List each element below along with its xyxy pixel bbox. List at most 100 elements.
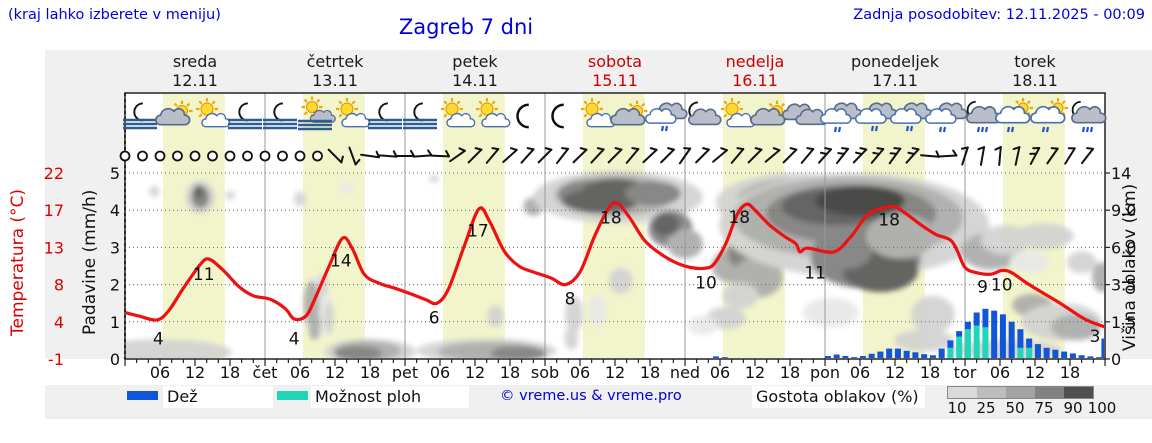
- wind-barb-staff: [467, 148, 483, 164]
- rain-drop: [980, 126, 985, 133]
- wind-barb-staff: [537, 148, 553, 164]
- wind-barb-staff: [360, 153, 380, 159]
- sun-ray: [736, 100, 741, 105]
- cloud-blob: [624, 181, 681, 206]
- cloud-shape: [1071, 105, 1107, 124]
- cloud-height-tick: 0: [1111, 350, 1121, 369]
- cloud-height-tick: 14: [1111, 164, 1131, 183]
- weather-icon-sun-cloud-rain: [995, 98, 1033, 133]
- wind-calm-icon: [137, 150, 148, 162]
- cloud-blob: [1009, 251, 1050, 274]
- cloud-blob: [910, 295, 955, 333]
- wind-barb-feather: [911, 147, 920, 151]
- cloud-height-tick-labels: 14 9.0 6.0 3.5 1.5 0: [1111, 164, 1136, 369]
- weather-icon-sun-cloud: [441, 98, 476, 128]
- sun-ray: [1026, 100, 1031, 105]
- weather-icon-moon-fog: [403, 102, 437, 130]
- cloud-blob: [429, 174, 440, 183]
- density-tick: 25: [976, 399, 996, 417]
- page-title: Zagreb 7 dni: [398, 15, 534, 39]
- sun-ray: [198, 100, 203, 105]
- wind-barb-staff: [642, 148, 658, 164]
- sun-ray: [1061, 100, 1066, 105]
- wind-barb-feather: [649, 147, 658, 151]
- wind-barb-icon: [678, 147, 692, 165]
- credit-link[interactable]: © vreme.us & vreme.pro: [500, 388, 682, 404]
- rain-bar: [947, 340, 954, 348]
- cloud-blob: [812, 232, 873, 270]
- density-tick: 90: [1063, 399, 1083, 417]
- shower-bar: [964, 329, 971, 358]
- cloud-blob: [894, 329, 955, 352]
- cloud-blob: [608, 267, 633, 294]
- wind-barb-staff: [747, 148, 763, 164]
- day-date: 13.11: [312, 71, 358, 90]
- sun-ray: [443, 100, 448, 105]
- wind-barb-icon: [430, 150, 450, 158]
- wind-barb-icon: [712, 147, 728, 163]
- wind-barb-icon: [642, 147, 658, 164]
- day-date: 15.11: [592, 71, 638, 90]
- day-name: petek: [452, 52, 498, 71]
- time-tick: 12: [1025, 363, 1045, 382]
- wind-barb-feather: [561, 147, 570, 150]
- wind-barb-icon: [1046, 147, 1059, 165]
- wind-barb-feather: [754, 147, 763, 151]
- cloud-blob: [1092, 262, 1104, 293]
- rain-drop: [976, 126, 981, 133]
- rain-bar: [1026, 338, 1033, 348]
- sun-ray: [583, 113, 588, 118]
- cloud-blob: [562, 188, 639, 214]
- temp-tick: 17: [44, 201, 64, 220]
- day-date: 17.11: [872, 71, 918, 90]
- precipitation-bars: [712, 308, 1104, 358]
- cloud-blob: [588, 293, 607, 328]
- time-tick: 06: [710, 363, 730, 382]
- rain-bar: [929, 355, 936, 358]
- wind-barb-icon: [817, 147, 833, 164]
- precip-tick-labels: 5 4 3 2 1 0: [110, 164, 120, 369]
- precip-tick: 2: [110, 276, 120, 295]
- density-tick: 50: [1005, 399, 1025, 417]
- time-tick: 18: [360, 363, 380, 382]
- wind-barb-feather: [736, 147, 745, 151]
- wind-barb-feather: [789, 147, 798, 151]
- wind-barb-icon: [572, 147, 588, 164]
- rain-drop: [660, 125, 665, 132]
- day-date: 12.11: [172, 71, 218, 90]
- sun-ray: [351, 100, 356, 105]
- cloud-blob: [294, 191, 306, 207]
- wind-calm-icon: [312, 150, 323, 162]
- wind-barb-feather: [526, 147, 535, 151]
- wind-barb-feather: [427, 149, 433, 157]
- cloud-shape: [446, 112, 476, 128]
- time-tick: 06: [290, 363, 310, 382]
- wind-barb-staff: [572, 148, 588, 164]
- rain-legend-label: Dež: [163, 386, 273, 408]
- day-date: 18.11: [1012, 71, 1058, 90]
- wind-barb-feather: [824, 147, 833, 151]
- sun-ray: [198, 113, 203, 118]
- rain-bar: [886, 348, 893, 358]
- sun-disc: [306, 101, 318, 113]
- weather-icon-sun-cloud: [721, 98, 756, 128]
- wind-barb-staff: [852, 148, 868, 164]
- cloud-height-tick: 3.5: [1111, 276, 1136, 295]
- cloud-blob: [324, 301, 335, 335]
- wind-barb-icon: [937, 149, 958, 158]
- rain-bar: [842, 356, 849, 358]
- wind-barb-icon: [395, 149, 415, 157]
- rain-bar: [982, 308, 989, 328]
- wind-calm-icon: [224, 150, 236, 162]
- wind-barb-feather: [952, 149, 958, 157]
- wind-barb-icon: [555, 147, 570, 165]
- wind-barb-staff: [835, 147, 850, 165]
- wind-barb-feather: [474, 147, 483, 151]
- rain-drop: [664, 125, 669, 132]
- wind-barb-staff: [625, 148, 640, 164]
- precip-tick: 3: [110, 238, 120, 257]
- temp-label: 9: [977, 277, 988, 297]
- wind-barb-feather: [544, 147, 553, 151]
- rain-bar: [851, 357, 858, 358]
- day-name: torek: [1014, 52, 1056, 71]
